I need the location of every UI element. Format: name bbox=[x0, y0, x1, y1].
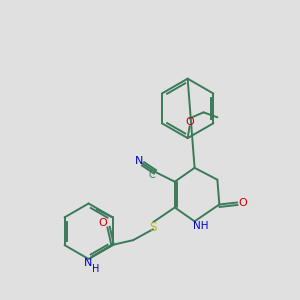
Text: H: H bbox=[92, 264, 99, 274]
Text: S: S bbox=[149, 221, 157, 234]
Text: N: N bbox=[135, 156, 143, 166]
Text: O: O bbox=[98, 218, 107, 228]
Text: NH: NH bbox=[193, 221, 208, 231]
Text: O: O bbox=[239, 197, 248, 208]
Text: O: O bbox=[185, 117, 194, 127]
Text: C: C bbox=[148, 170, 155, 180]
Text: N: N bbox=[83, 258, 92, 268]
